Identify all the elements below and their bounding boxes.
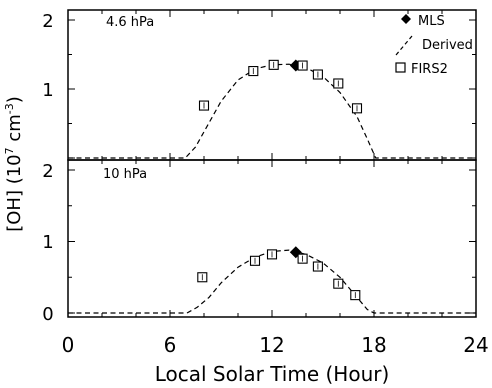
top-y-tick-label: 1 [42, 80, 53, 101]
y-axis-title-main: [OH] (10 [4, 154, 25, 231]
x-tick-label: 24 [463, 333, 488, 357]
y-axis-title-exp: 7 [3, 147, 16, 154]
bottom-panel-plot [67, 160, 477, 317]
legend: MLS Derived FIRS2 [395, 14, 473, 77]
bottom-panel-frame [67, 159, 477, 318]
legend-derived-line [395, 35, 413, 56]
bottom-y-tick-label: 0 [42, 304, 53, 325]
y-axis-title-unit: cm [4, 114, 25, 147]
derived-series-line [68, 249, 476, 314]
x-tick-label: 18 [361, 333, 386, 357]
x-tick-label: 0 [62, 333, 75, 357]
bottom-y-tick-label: 2 [42, 161, 53, 182]
bottom-panel-label: 10 hPa [103, 167, 147, 182]
top-panel-plot [67, 10, 477, 160]
top-panel-frame [67, 9, 477, 161]
top-y-tick-label: 2 [42, 11, 53, 32]
y-axis-title: [OH] (107 cm-3) [3, 96, 25, 232]
y-axis-title-exp: -3 [3, 103, 16, 114]
legend-firs2-marker [395, 62, 406, 73]
y-axis-title-end: ) [4, 96, 25, 103]
derived-series-line [68, 63, 476, 159]
x-tick-label: 6 [164, 333, 177, 357]
legend-derived-label: Derived [422, 38, 473, 53]
legend-mls-label: MLS [418, 14, 445, 29]
x-axis-title: Local Solar Time (Hour) [155, 362, 390, 386]
bottom-y-tick-label: 1 [42, 232, 53, 253]
legend-mls-marker [401, 14, 411, 24]
top-panel-label: 4.6 hPa [106, 15, 154, 30]
legend-firs2-label: FIRS2 [411, 62, 448, 77]
x-tick-label: 12 [259, 333, 284, 357]
